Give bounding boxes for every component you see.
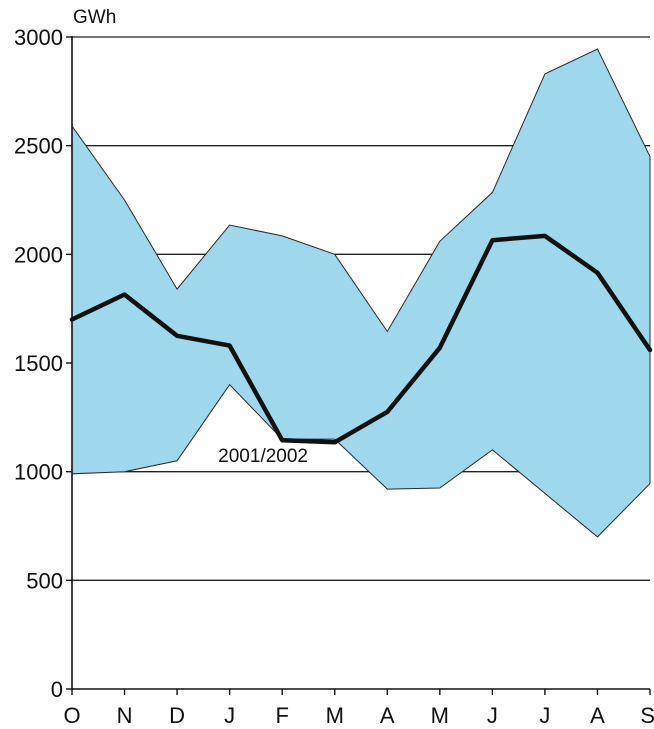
y-tick-label-3000: 3000 <box>14 25 63 50</box>
x-tick-label-3: J <box>224 703 235 728</box>
y-tick-label-0: 0 <box>51 677 63 702</box>
x-tick-label-1: N <box>117 703 133 728</box>
x-tick-label-11: S <box>640 703 654 728</box>
y-axis-unit: GWh <box>73 7 116 28</box>
x-tick-label-2: D <box>169 703 185 728</box>
range-band <box>71 48 651 538</box>
x-tick-label-10: A <box>590 703 605 728</box>
x-tick-label-9: J <box>539 703 550 728</box>
x-tick-label-6: A <box>380 703 395 728</box>
y-tick-label-500: 500 <box>26 568 63 593</box>
x-tick-label-8: J <box>487 703 498 728</box>
y-axis-ticks: 0 500 1000 1500 2000 2500 3000 <box>14 25 72 702</box>
x-tick-label-0: O <box>63 703 80 728</box>
y-tick-label-1000: 1000 <box>14 460 63 485</box>
y-tick-label-2000: 2000 <box>14 242 63 267</box>
x-tick-label-7: M <box>431 703 449 728</box>
x-tick-label-5: M <box>326 703 344 728</box>
x-tick-label-4: F <box>275 703 288 728</box>
y-tick-label-2500: 2500 <box>14 134 63 159</box>
series-annotation: 2001/2002 <box>218 446 308 467</box>
series-line-2001-2002 <box>69 233 653 445</box>
y-tick-label-1500: 1500 <box>14 351 63 376</box>
